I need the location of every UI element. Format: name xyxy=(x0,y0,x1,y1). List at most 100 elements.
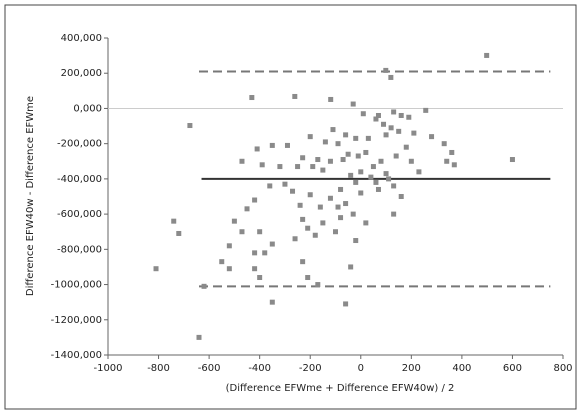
scatter-point xyxy=(353,179,359,185)
x-tick-label: 600 xyxy=(503,363,522,374)
y-tick-label: 200,000 xyxy=(61,68,102,79)
scatter-point xyxy=(269,241,275,247)
scatter-point xyxy=(391,109,397,115)
x-tick-label: -400 xyxy=(248,363,271,374)
scatter-point xyxy=(330,127,336,133)
x-tick-label: 0 xyxy=(358,363,364,374)
scatter-point xyxy=(388,74,394,80)
scatter-point xyxy=(335,141,341,147)
scatter-point xyxy=(269,142,275,148)
scatter-point xyxy=(226,266,232,272)
scatter-point xyxy=(300,259,306,265)
scatter-point xyxy=(358,169,364,175)
scatter-point xyxy=(348,264,354,270)
y-axis-label: Difference EFW40w - Difference EFWme xyxy=(25,96,36,296)
scatter-point xyxy=(249,95,255,101)
scatter-point xyxy=(305,275,311,281)
scatter-point xyxy=(350,211,356,217)
scatter-point xyxy=(244,206,250,212)
scatter-point xyxy=(310,164,316,170)
scatter-point xyxy=(201,283,207,289)
x-tick-label: 200 xyxy=(402,363,421,374)
scatter-point xyxy=(375,112,381,118)
scatter-point xyxy=(373,116,379,122)
scatter-point xyxy=(239,229,245,235)
scatter-point xyxy=(416,169,422,175)
x-tick-label: -1000 xyxy=(93,363,122,374)
scatter-point xyxy=(365,135,371,141)
scatter-point xyxy=(340,157,346,163)
scatter-point xyxy=(343,201,349,207)
scatter-point xyxy=(239,158,245,164)
scatter-point xyxy=(297,202,303,208)
y-tick-label: -1000,000 xyxy=(51,280,102,291)
scatter-point xyxy=(335,204,341,210)
scatter-point xyxy=(343,132,349,138)
scatter-point xyxy=(284,142,290,148)
scatter-point xyxy=(290,188,296,194)
scatter-point xyxy=(345,151,351,157)
scatter-point xyxy=(343,301,349,307)
y-tick-label: -400,000 xyxy=(57,174,102,185)
scatter-point xyxy=(171,218,177,224)
scatter-point xyxy=(267,183,273,189)
scatter-point xyxy=(269,299,275,305)
scatter-point xyxy=(300,216,306,222)
scatter-point xyxy=(219,259,225,265)
scatter-point xyxy=(252,197,258,203)
scatter-point xyxy=(451,162,457,168)
scatter-point xyxy=(375,186,381,192)
y-tick-label: -600,000 xyxy=(57,209,102,220)
scatter-point xyxy=(317,204,323,210)
scatter-point xyxy=(292,93,298,99)
scatter-point xyxy=(187,123,193,129)
scatter-point xyxy=(259,162,265,168)
scatter-point xyxy=(388,125,394,131)
scatter-point xyxy=(441,141,447,147)
scatter-point xyxy=(292,236,298,242)
scatter-point xyxy=(406,114,412,120)
scatter-point xyxy=(363,149,369,155)
scatter-point xyxy=(381,121,387,127)
scatter-point xyxy=(353,238,359,244)
scatter-point xyxy=(305,225,311,231)
scatter-point xyxy=(360,111,366,117)
x-tick-label: -800 xyxy=(147,363,170,374)
scatter-point xyxy=(386,176,392,182)
scatter-point xyxy=(262,250,268,256)
x-tick-label: -200 xyxy=(299,363,322,374)
scatter-point xyxy=(383,132,389,138)
scatter-point xyxy=(373,179,379,185)
scatter-point xyxy=(277,164,283,170)
scatter-point xyxy=(383,67,389,73)
scatter-point xyxy=(176,230,182,236)
scatter-point xyxy=(300,155,306,161)
y-tick-label: -1400,000 xyxy=(51,350,102,361)
chart-frame xyxy=(4,4,577,410)
scatter-point xyxy=(353,135,359,141)
scatter-point xyxy=(315,282,321,288)
x-axis-label: (Difference EFWme + Difference EFW40w) /… xyxy=(226,383,455,394)
scatter-point xyxy=(408,158,414,164)
scatter-point xyxy=(338,186,344,192)
scatter-point xyxy=(328,96,334,102)
scatter-point xyxy=(398,112,404,118)
scatter-point xyxy=(226,243,232,249)
scatter-point xyxy=(327,195,333,201)
scatter-point xyxy=(449,149,455,155)
scatter-point xyxy=(411,130,417,136)
scatter-point xyxy=(383,171,389,177)
scatter-point xyxy=(348,172,354,178)
scatter-point xyxy=(338,215,344,221)
scatter-point xyxy=(370,164,376,170)
scatter-point xyxy=(396,128,402,134)
y-tick-label: 400,000 xyxy=(61,33,102,44)
scatter-point xyxy=(378,158,384,164)
scatter-point xyxy=(368,174,374,180)
scatter-point xyxy=(196,334,202,340)
scatter-point xyxy=(355,153,361,159)
scatter-point xyxy=(153,266,159,272)
scatter-point xyxy=(403,144,409,150)
scatter-point xyxy=(252,250,258,256)
